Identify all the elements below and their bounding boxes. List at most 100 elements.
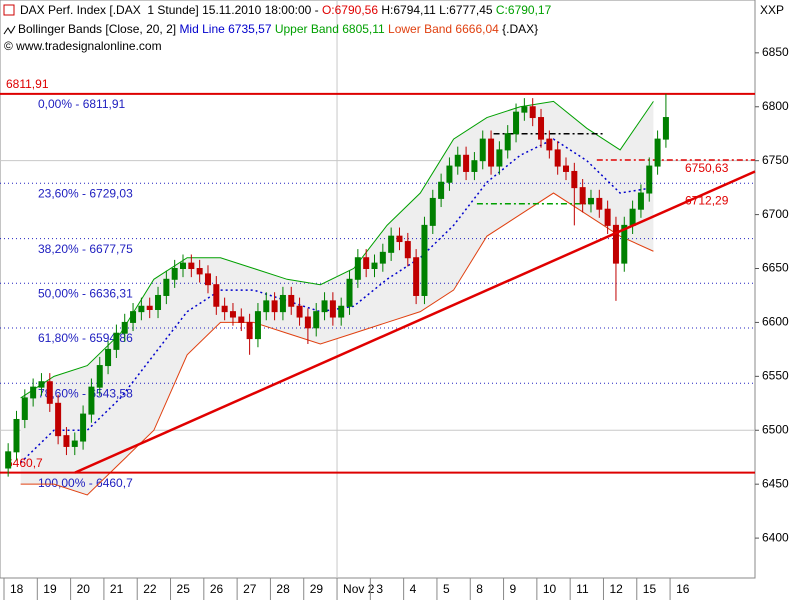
header-line: DAX Perf. Index [.DAX 1 Stunde] 15.11.20… [20, 3, 552, 17]
x-tick-label: 18 [10, 582, 24, 596]
level-label: 6811,91 [6, 77, 49, 91]
candle-body [496, 149, 503, 167]
candle-body [587, 197, 594, 205]
candle-body [621, 224, 628, 264]
lower-band [20, 192, 654, 496]
header-part: Upper Band 6805,11 [275, 22, 388, 36]
candle-body [321, 300, 328, 313]
candle-body [288, 294, 295, 307]
candle-body [138, 305, 145, 313]
candle-body [46, 381, 53, 404]
x-tick-label: 26 [210, 582, 224, 596]
candle-body [438, 181, 445, 199]
candle-body [55, 402, 62, 437]
candle-body [80, 413, 87, 442]
candle-body [371, 262, 378, 270]
candle-body [421, 224, 428, 296]
candle-body [463, 154, 470, 172]
copyright: © www.tradesignalonline.com [4, 39, 162, 53]
candle-body [263, 300, 270, 313]
y-tick-label: 6700 [762, 207, 789, 221]
x-tick-label: 22 [143, 582, 157, 596]
candle-body [338, 305, 345, 318]
indicator-icon [3, 25, 16, 35]
candle-body [30, 386, 37, 399]
candle-body [296, 305, 303, 318]
x-tick-label: 8 [476, 582, 483, 596]
x-tick-label: 16 [676, 582, 690, 596]
candle-body [130, 311, 137, 323]
candle-body [146, 305, 153, 310]
candle-body [504, 133, 511, 151]
candle-body [38, 381, 45, 388]
y-tick-label: 6450 [762, 476, 789, 490]
candle-body [346, 278, 353, 307]
candle-body [488, 138, 495, 167]
candle-body [246, 321, 253, 340]
candle-body [563, 165, 570, 172]
trend-line [74, 170, 756, 474]
candle-body [471, 160, 478, 172]
x-tick-label: 21 [110, 582, 124, 596]
candle-body [204, 273, 211, 286]
y-tick-label: 6400 [762, 530, 789, 544]
x-tick-label: 29 [310, 582, 324, 596]
candle-body [637, 192, 644, 210]
candle-body [196, 268, 203, 275]
candle-body [155, 294, 162, 310]
candle-body [221, 305, 228, 313]
band-fill [20, 101, 654, 495]
candle-body [446, 165, 453, 183]
fib-label: 23,60% - 6729,03 [38, 186, 133, 200]
x-tick-label: 9 [510, 582, 517, 596]
candle-body [180, 262, 187, 270]
y-tick-label: 6500 [762, 422, 789, 436]
candle-body [271, 300, 278, 313]
candle-body [646, 165, 653, 194]
candle-body [388, 235, 395, 253]
header-part: {.DAX} [502, 22, 538, 36]
mid-band [20, 138, 654, 464]
header-part: H:6794,11 L:6777,45 [378, 3, 496, 17]
y-tick-label: 6550 [762, 369, 789, 383]
candle-body [229, 311, 236, 318]
segment-label: 6750,63 [685, 161, 729, 175]
candle-body [121, 321, 128, 334]
x-tick-label: 28 [276, 582, 290, 596]
candle-body [571, 170, 578, 189]
x-tick-label: 4 [410, 582, 417, 596]
header-part: DAX Perf. Index [.DAX 1 Stunde] 15.11.20… [20, 3, 322, 17]
candle-body [454, 154, 461, 167]
candle-body [21, 397, 28, 420]
candle-body [329, 300, 336, 318]
candle-body [479, 138, 486, 162]
candle-body [579, 187, 586, 205]
x-tick-label: 10 [543, 582, 557, 596]
candle-body [163, 278, 170, 296]
header-icon [3, 4, 15, 16]
candle-body [429, 197, 436, 226]
fib-label: 100,00% - 6460,7 [38, 476, 133, 490]
candle-body [521, 106, 528, 113]
candle-body [88, 386, 95, 415]
candle-body [404, 241, 411, 259]
candle-body [538, 117, 545, 140]
fib-label: 38,20% - 6677,75 [38, 242, 133, 256]
fib-label: 50,00% - 6636,31 [38, 286, 133, 300]
y-tick-label: 6750 [762, 153, 789, 167]
x-tick-label: 27 [243, 582, 257, 596]
candle-body [654, 138, 661, 167]
candle-body [396, 235, 403, 243]
candle-body [254, 311, 261, 340]
candle-body [13, 418, 20, 453]
candle-body [5, 451, 12, 469]
candle-body [629, 208, 636, 226]
candle-body [612, 224, 619, 264]
candle-body [554, 149, 561, 167]
candle-body [662, 117, 669, 140]
candle-body [354, 257, 361, 280]
corner-label: XXP [760, 3, 784, 17]
header-part: Mid Line 6735,57 [179, 22, 274, 36]
header-part: C:6790,17 [496, 3, 552, 17]
